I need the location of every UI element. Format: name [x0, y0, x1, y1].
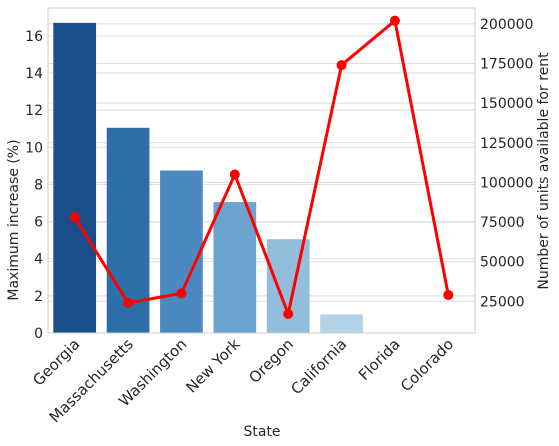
line-point [69, 212, 80, 223]
line-point [229, 169, 240, 180]
x-tick-label: Colorado [397, 335, 457, 395]
y2-tick-label: 200000 [480, 17, 533, 33]
line-layer [69, 15, 454, 319]
x-tick-label: California [287, 335, 350, 398]
y2-tick-label: 50000 [480, 255, 525, 271]
x-tick-label: Florida [355, 335, 404, 384]
y-tick-label: 2 [34, 289, 43, 305]
x-tick-label: New York [182, 335, 244, 397]
y-tick-label: 0 [34, 326, 43, 342]
y2-tick-label: 25000 [480, 294, 525, 310]
line-point [123, 297, 134, 308]
line-point [443, 289, 454, 300]
x-tick-label: Oregon [245, 335, 297, 387]
y2-tick-label: 150000 [480, 96, 533, 112]
plot-frame [47, 7, 476, 334]
bar [320, 314, 363, 333]
y-tick-label: 8 [34, 177, 43, 193]
y-tick-label: 4 [34, 252, 43, 268]
y-tick-label: 14 [25, 66, 43, 82]
x-axis-label: State [243, 424, 280, 440]
bar [160, 170, 203, 333]
y-axis-label: Maximum increase (%) [6, 139, 22, 300]
y2-axis-label: Number of units available for rent [536, 52, 552, 290]
y2-tick-label: 75000 [480, 215, 525, 231]
line-point [176, 288, 187, 299]
line-point [389, 15, 400, 26]
y-tick-label: 12 [25, 103, 43, 119]
y-tick-label: 6 [34, 215, 43, 231]
line-series [73, 19, 450, 316]
line-point [336, 60, 347, 71]
y2-tick-label: 125000 [480, 136, 533, 152]
y-tick-label: 16 [25, 29, 43, 45]
y2-tick-label: 100000 [480, 175, 533, 191]
line-point [283, 308, 294, 319]
y2-tick-label: 175000 [480, 56, 533, 72]
x-tick-label: Georgia [29, 335, 83, 389]
y-tick-label: 10 [25, 140, 43, 156]
bar [213, 202, 257, 333]
bar [53, 22, 97, 333]
axes-layer: 0 2 4 6 8 10 12 14 16 25000 50000 75000 100000 125000… [25, 7, 533, 426]
